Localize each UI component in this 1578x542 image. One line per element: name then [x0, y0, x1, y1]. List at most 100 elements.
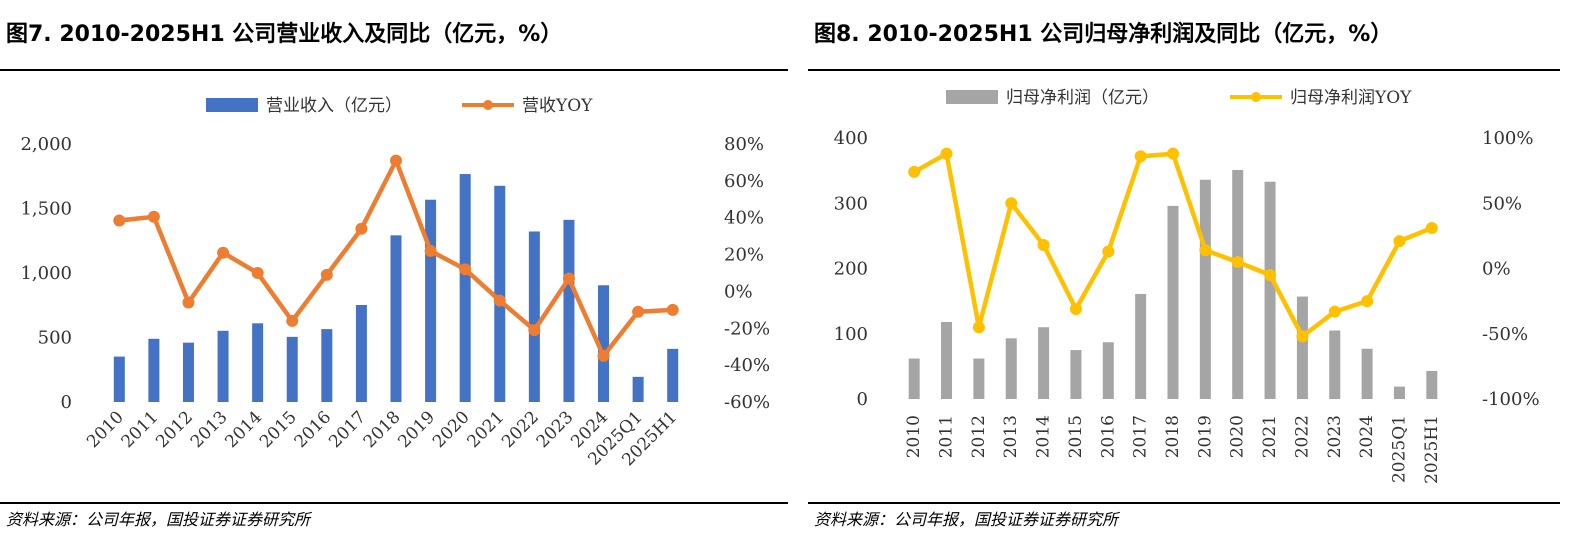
yoy-point-2017	[355, 222, 368, 235]
right-axis-tick-label: 20%	[724, 245, 764, 266]
bar-2022	[1296, 296, 1308, 399]
yoy-point-2011	[147, 210, 160, 223]
bar-2011	[148, 338, 160, 402]
x-tick-label: 2018	[360, 407, 405, 452]
left-axis-tick-label: 0	[61, 392, 72, 413]
x-tick-label: 2014	[1034, 415, 1054, 458]
left-axis-tick-label: 0	[857, 389, 868, 410]
bar-2025Q1	[1393, 386, 1405, 399]
yoy-point-2021	[1264, 269, 1277, 282]
x-tick-label: 2011	[937, 415, 957, 458]
bar-2016	[1102, 342, 1114, 399]
bar-2020	[459, 174, 471, 402]
yoy-point-2013	[1005, 197, 1018, 210]
left-axis-tick-label: 1,000	[20, 263, 72, 284]
bar-2025Q1	[632, 376, 644, 402]
bar-2023	[563, 219, 575, 402]
yoy-point-2025H1	[666, 303, 679, 316]
yoy-point-2020	[1231, 255, 1244, 268]
bar-2015	[1070, 350, 1082, 399]
bar-2025H1	[667, 348, 679, 402]
x-tick-label: 2010	[904, 415, 924, 458]
yoy-point-2010	[908, 165, 921, 178]
yoy-point-2016	[320, 268, 333, 281]
yoy-point-2022	[1296, 330, 1309, 343]
source-note: 资料来源：公司年报，国投证券证券研究所	[6, 510, 311, 529]
bar-2018	[390, 235, 402, 402]
bar-2018	[1167, 205, 1179, 399]
right-axis-tick-label: -40%	[724, 355, 770, 376]
revenue-chart-title: 图7. 2010-2025H1 公司营业收入及同比（亿元，%）	[6, 22, 563, 47]
bar-2022	[528, 231, 540, 402]
bar-2014	[252, 323, 264, 402]
bar-2012	[973, 358, 985, 399]
yoy-point-2025H1	[1425, 222, 1438, 235]
right-axis-tick-label: 0%	[1482, 259, 1511, 280]
bar-2025H1	[1426, 370, 1438, 399]
x-tick-label: 2010	[83, 407, 128, 452]
legend: 归母净利润（亿元） 归母净利润YOY	[946, 88, 1412, 108]
x-tick-label: 2011	[118, 407, 163, 452]
x-tick-label: 2016	[291, 407, 336, 452]
legend-bar-label: 营业收入（亿元）	[266, 96, 402, 116]
x-tick-label: 2021	[464, 407, 509, 452]
x-tick-label: 2016	[1098, 415, 1118, 458]
yoy-point-2011	[940, 147, 953, 160]
title-rule	[808, 69, 1560, 71]
bar-2023	[1329, 330, 1341, 399]
net-profit-panel: 图8. 2010-2025H1 公司归母净利润及同比（亿元，%） 归母净利润（亿…	[808, 0, 1578, 542]
yoy-point-2015	[286, 314, 299, 327]
bar-2017	[1135, 293, 1147, 399]
yoy-point-2012	[182, 296, 195, 309]
bar-2013	[1005, 338, 1017, 399]
yoy-point-2019	[1199, 244, 1212, 257]
x-tick-label: 2020	[429, 407, 474, 452]
right-axis-tick-label: 40%	[724, 208, 764, 229]
bar-2020	[1232, 169, 1244, 399]
yoy-point-2021	[493, 294, 506, 307]
x-tick-label: 2022	[498, 407, 543, 452]
x-tick-label: 2015	[256, 407, 301, 452]
bar-2024	[598, 285, 610, 402]
title-rule	[0, 69, 788, 71]
bar-2019	[425, 199, 437, 402]
x-tick-label: 2015	[1066, 415, 1086, 458]
yoy-point-2014	[251, 267, 264, 279]
x-tick-label: 2017	[325, 407, 370, 452]
bar-2013	[217, 330, 229, 402]
bar-2012	[182, 342, 194, 402]
right-axis-tick-label: 50%	[1482, 193, 1522, 214]
legend-line-marker	[1251, 92, 1261, 102]
yoy-point-2020	[459, 263, 472, 276]
x-tick-label: 2023	[533, 407, 578, 452]
yoy-point-2017	[1134, 150, 1147, 163]
bar-2010	[113, 356, 125, 402]
left-axis-tick-label: 500	[38, 328, 72, 349]
left-axis-tick-label: 400	[834, 128, 868, 149]
yoy-point-2018	[390, 154, 402, 167]
right-axis-tick-label: -50%	[1482, 324, 1528, 345]
legend-bar-swatch	[946, 90, 998, 104]
yoy-point-2010	[113, 214, 126, 227]
left-axis-tick-label: 100	[834, 324, 868, 345]
legend-bar-label: 归母净利润（亿元）	[1006, 88, 1159, 108]
legend-line-label: 营收YOY	[522, 96, 593, 116]
yoy-point-2014	[1037, 239, 1050, 252]
legend-line-marker	[483, 100, 493, 110]
left-axis-tick-label: 300	[834, 193, 868, 214]
yoy-point-2025Q1	[1393, 235, 1406, 248]
x-tick-label: 2025H1	[1422, 415, 1442, 484]
x-tick-label: 2024	[1357, 415, 1377, 458]
legend-bar-swatch	[206, 98, 258, 112]
x-tick-label: 2021	[1260, 415, 1280, 458]
right-axis-tick-label: -60%	[724, 392, 770, 413]
x-tick-label: 2019	[1195, 415, 1215, 458]
x-tick-label: 2020	[1228, 415, 1248, 458]
bar-2021	[1264, 181, 1276, 399]
x-tick-label: 2018	[1163, 415, 1183, 458]
right-axis-tick-label: 100%	[1482, 128, 1533, 149]
bar-2017	[355, 304, 367, 402]
source-note: 资料来源：公司年报，国投证券证券研究所	[814, 510, 1119, 529]
bar-2024	[1361, 348, 1373, 399]
net-profit-chart: 归母净利润（亿元） 归母净利润YOY 0 100 200 300 400 -100% -50% 0…	[834, 88, 1540, 484]
